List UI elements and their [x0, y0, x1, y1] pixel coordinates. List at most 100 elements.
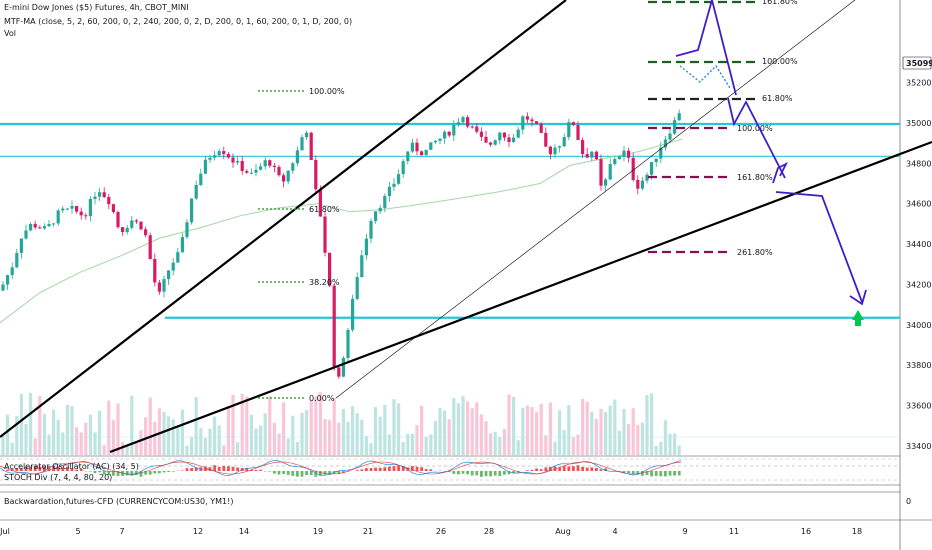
- volume-bar: [203, 438, 207, 455]
- candle-body: [650, 162, 654, 175]
- horizontal-levels: [0, 122, 900, 438]
- candle-body: [75, 205, 79, 212]
- ac-bar: [489, 471, 492, 477]
- candle-body: [673, 120, 677, 134]
- ac-bar: [406, 467, 410, 471]
- projection-dotted-path: [679, 64, 731, 89]
- candle-body: [213, 155, 217, 158]
- projection-down-path: [727, 97, 786, 179]
- ac-bar: [10, 468, 14, 471]
- candle-body: [1, 284, 5, 291]
- volume-bar: [364, 435, 368, 455]
- ac-bar: [29, 466, 32, 471]
- volume-bar: [259, 425, 263, 455]
- candle-body: [286, 170, 290, 182]
- ac-bar: [250, 469, 253, 471]
- ac-bar: [217, 466, 221, 471]
- candle-body: [613, 158, 617, 165]
- ac-bar: [254, 469, 258, 471]
- ac-bar: [171, 471, 175, 472]
- ac-bar: [562, 466, 566, 471]
- volume-bar: [263, 413, 267, 455]
- ac-bar: [526, 470, 529, 471]
- ac-bar: [512, 471, 515, 474]
- ac-bar: [61, 467, 65, 471]
- candle-body: [199, 173, 203, 185]
- candle-body: [576, 125, 580, 140]
- volume-bar: [79, 432, 83, 455]
- ac-bar: [15, 468, 19, 471]
- volume-bar: [116, 403, 120, 455]
- ac-bar: [673, 471, 676, 476]
- volume-bar: [231, 394, 235, 455]
- volume-bar: [286, 438, 290, 455]
- volume-bar: [125, 446, 129, 455]
- candle-body: [240, 160, 244, 172]
- volume-bar: [516, 440, 520, 455]
- candle-body: [406, 151, 410, 162]
- volume-bar: [443, 410, 447, 455]
- time-tick-label: 18: [852, 527, 862, 536]
- volume-bar: [346, 421, 350, 455]
- volume-bars: [1, 392, 681, 455]
- time-tick-label: Aug: [555, 527, 571, 536]
- candle-body: [42, 226, 46, 229]
- volume-bar: [282, 402, 286, 455]
- volume-bar: [438, 408, 442, 455]
- candle-body: [272, 165, 276, 167]
- ac-bar: [507, 471, 511, 475]
- ac-bar: [135, 471, 138, 476]
- volume-bar: [590, 411, 594, 455]
- candle-body: [144, 229, 148, 236]
- candle-body: [277, 166, 281, 176]
- ac-bar: [581, 466, 584, 471]
- volume-bar: [622, 408, 626, 455]
- ac-bar: [6, 469, 9, 471]
- projection-up-leg: [675, 0, 713, 57]
- candle-body: [640, 180, 644, 189]
- volume-bar: [553, 441, 557, 455]
- candle-body: [401, 161, 405, 175]
- candle-body: [24, 230, 28, 239]
- ac-bar: [484, 471, 488, 477]
- candle-body: [525, 116, 529, 120]
- volume-bar: [466, 401, 470, 455]
- projection-final-leg: [775, 191, 863, 303]
- candle-body: [456, 122, 460, 125]
- candle-body: [558, 146, 562, 148]
- volume-bar: [369, 443, 373, 455]
- ac-bar: [631, 471, 635, 474]
- volume-bar: [636, 424, 640, 455]
- ac-bar: [144, 471, 147, 475]
- ma-line: [0, 138, 683, 324]
- volume-bar: [392, 399, 396, 455]
- candle-body: [79, 211, 83, 216]
- ac-bar: [227, 466, 230, 471]
- candle-body: [176, 252, 180, 263]
- candle-body: [291, 163, 295, 171]
- volume-bar: [277, 433, 281, 455]
- ac-bar: [167, 471, 170, 472]
- ac-bar: [641, 471, 644, 476]
- ac-bar: [24, 466, 28, 471]
- volume-bar: [29, 392, 33, 455]
- volume-bar: [52, 409, 56, 455]
- candle-body: [323, 216, 327, 253]
- price-tick-label: 35200: [906, 79, 931, 88]
- candle-body: [61, 208, 65, 211]
- ac-pane-label: Accelerator Oscillator (AC) (34, 5): [4, 462, 139, 471]
- ac-bar: [20, 468, 23, 471]
- volume-bar: [677, 445, 681, 455]
- volume-bar: [452, 397, 456, 455]
- candle-body: [507, 137, 511, 143]
- candle-body: [447, 131, 451, 136]
- ac-bar: [401, 466, 405, 471]
- fibonacci-levels: 100.00% 61.80% 38.20% 0.00% 161.80% 100.00% 61…: [258, 0, 798, 403]
- ac-bar: [282, 471, 285, 475]
- volume-bar: [217, 425, 221, 455]
- candle-body: [539, 123, 543, 133]
- candle-body: [489, 142, 493, 145]
- ac-bar: [291, 471, 295, 476]
- candle-body: [222, 151, 226, 155]
